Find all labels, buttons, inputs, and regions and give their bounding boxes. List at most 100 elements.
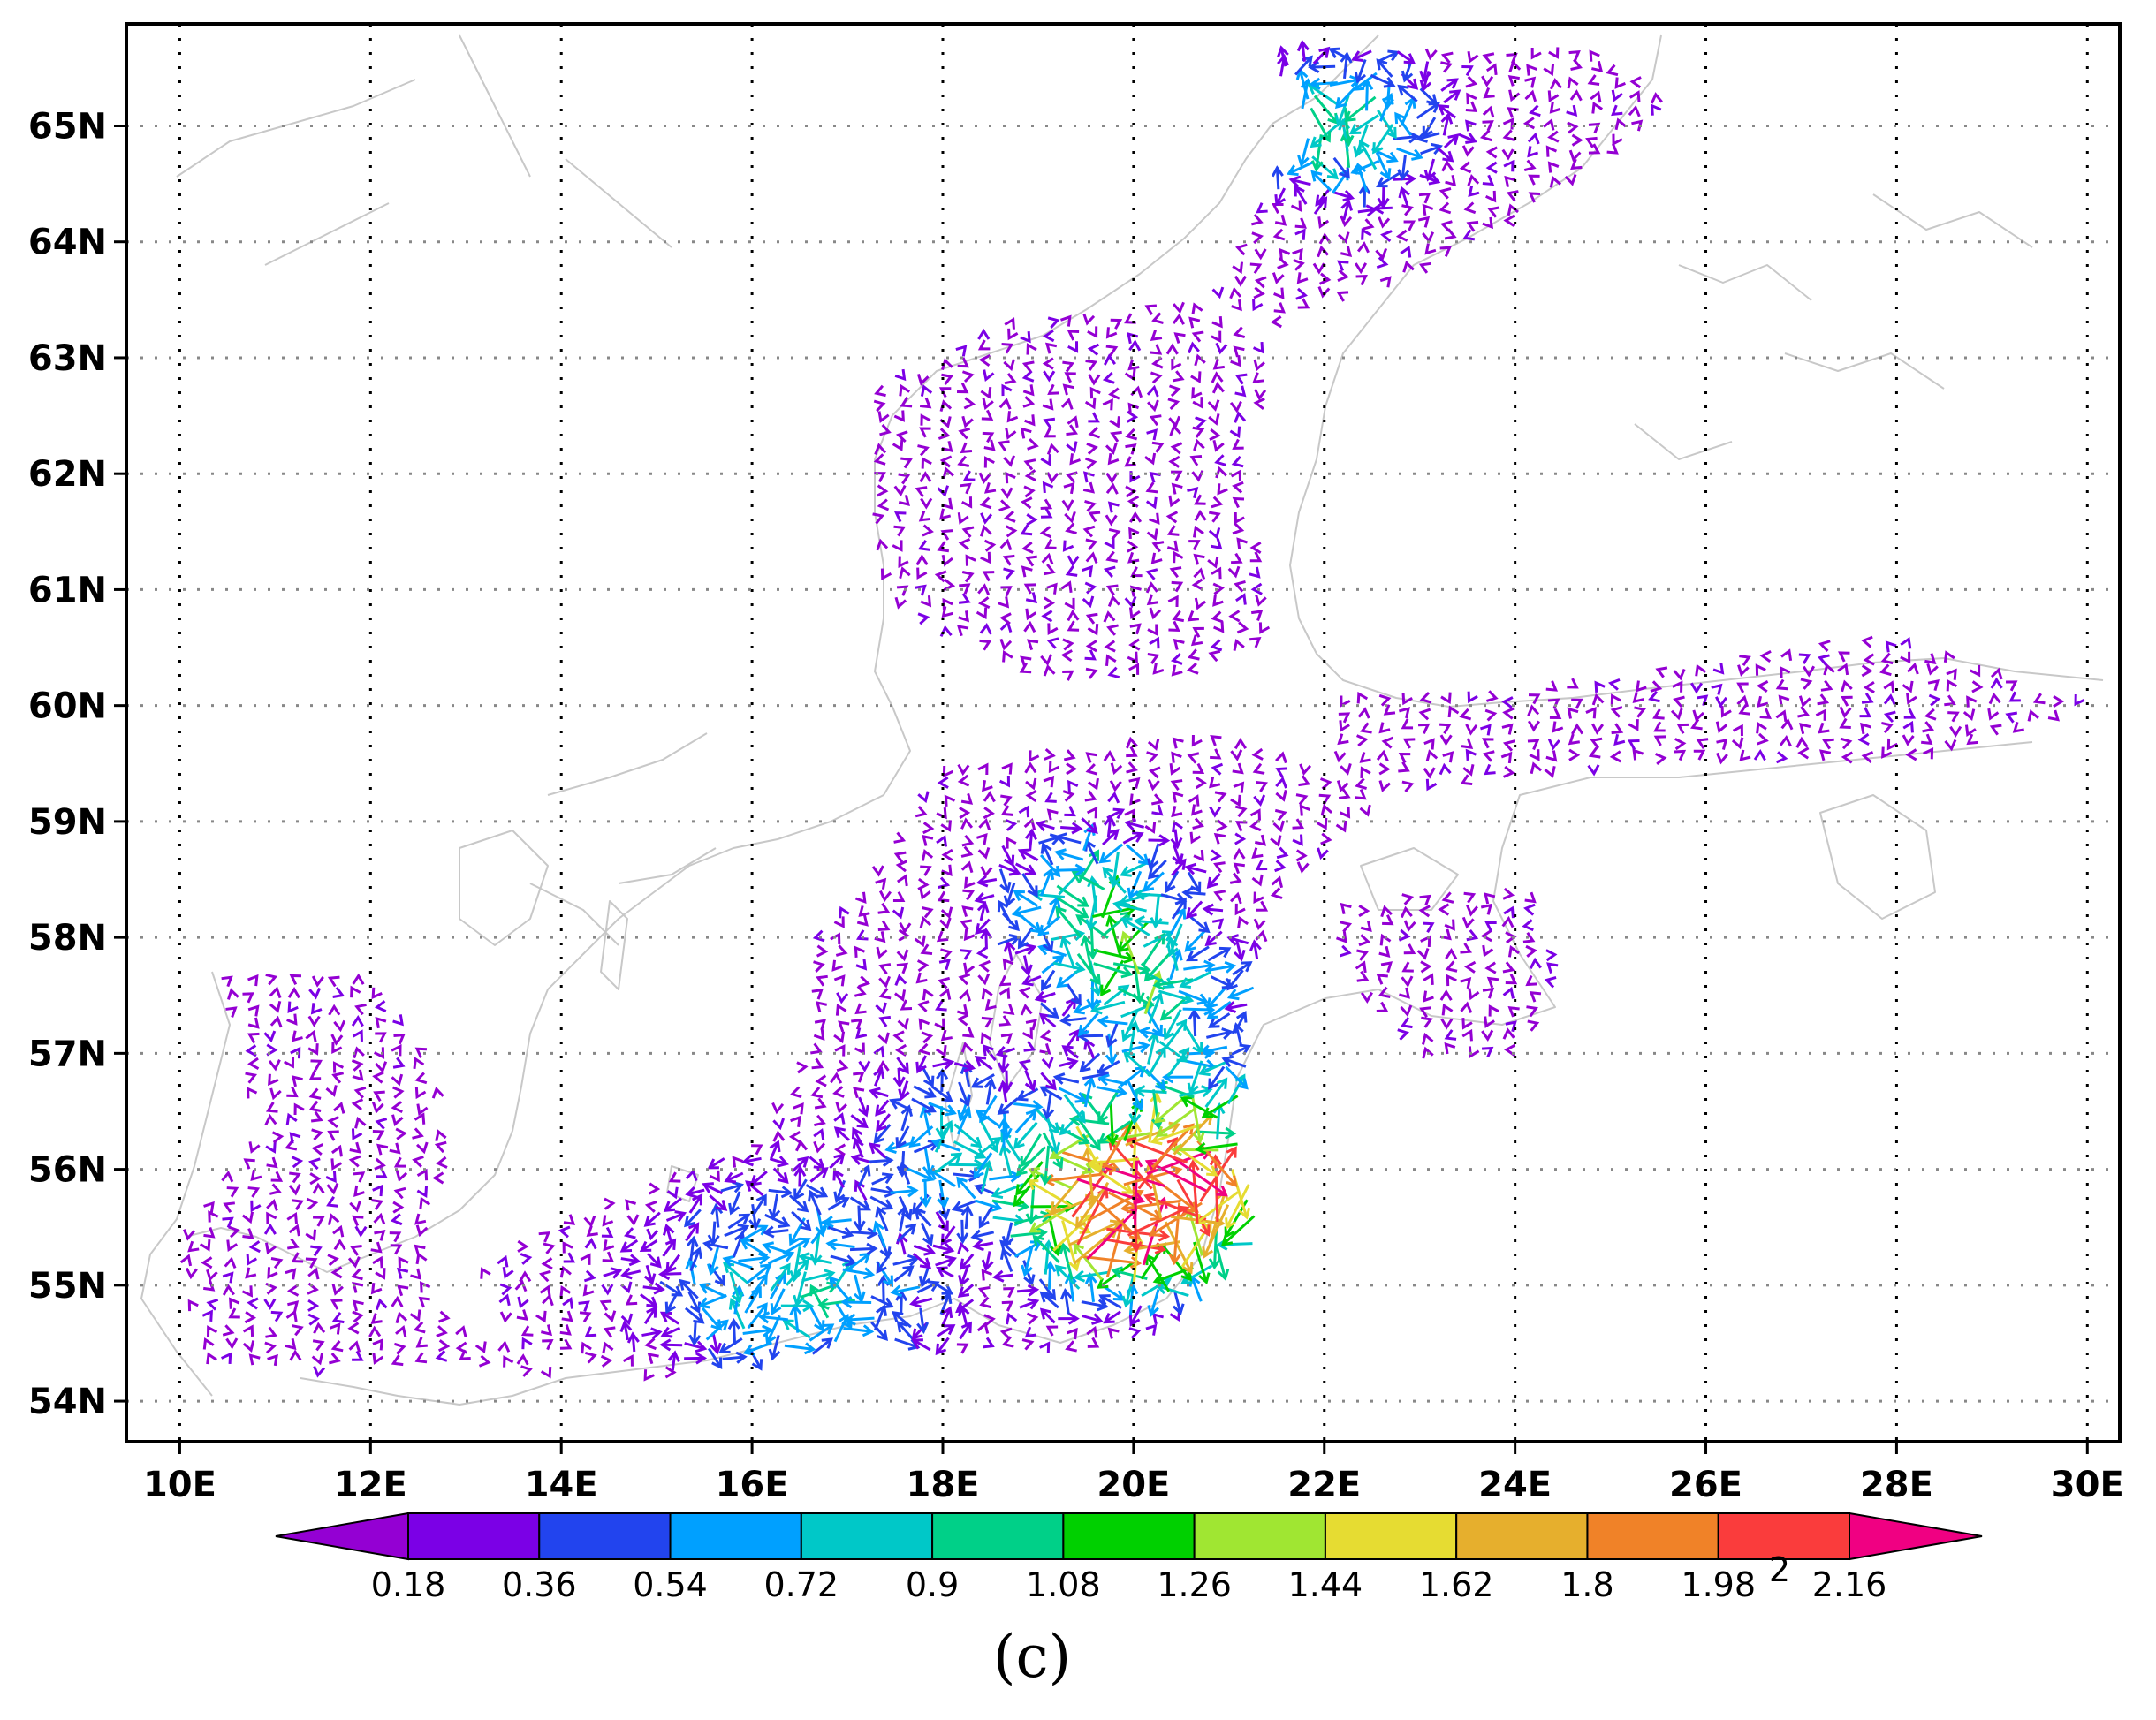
current-vector	[707, 1347, 723, 1369]
current-vector	[1170, 653, 1183, 665]
current-vector	[1757, 732, 1769, 746]
current-vector	[1360, 722, 1372, 734]
current-vector	[333, 1019, 346, 1033]
current-vector	[1569, 89, 1583, 102]
current-vector	[1380, 961, 1393, 974]
current-vector	[872, 1220, 887, 1248]
current-vector	[1234, 411, 1247, 423]
current-vector	[738, 1252, 771, 1265]
current-vector	[727, 1213, 751, 1230]
current-vector	[245, 1072, 258, 1084]
current-vector	[1211, 538, 1223, 550]
current-vector	[1423, 738, 1435, 750]
current-vector	[913, 1085, 937, 1099]
current-vector	[1023, 485, 1036, 498]
current-vector	[352, 1069, 364, 1081]
current-vector	[1128, 339, 1142, 352]
current-vector	[1046, 637, 1059, 649]
current-vector	[1194, 494, 1206, 505]
current-vector	[1020, 427, 1032, 439]
current-vector	[1482, 944, 1494, 958]
current-vector	[1145, 1323, 1158, 1336]
current-vector	[1147, 778, 1160, 792]
current-vector	[1507, 944, 1520, 958]
current-vector	[393, 1186, 406, 1200]
current-vector	[768, 1193, 781, 1221]
current-vector	[1054, 863, 1087, 876]
current-vector	[938, 876, 951, 890]
current-vector	[1252, 299, 1264, 312]
current-vector	[1419, 61, 1431, 83]
current-vector	[1021, 360, 1035, 373]
current-vector	[1902, 720, 1914, 733]
current-vector	[1337, 269, 1349, 282]
current-vector	[1375, 152, 1392, 180]
current-vector	[953, 1060, 976, 1072]
current-vector	[1149, 636, 1160, 649]
current-vector	[1293, 258, 1305, 271]
current-vector	[900, 457, 913, 469]
current-vector	[958, 427, 971, 440]
current-vector	[813, 1140, 826, 1154]
current-vector	[416, 1168, 429, 1181]
current-vector	[858, 1163, 871, 1187]
current-vector	[1253, 397, 1265, 410]
current-vector	[833, 1126, 850, 1141]
current-vector	[1250, 582, 1263, 595]
current-vector	[1018, 1059, 1031, 1072]
current-vector	[1169, 424, 1182, 436]
current-vector	[1129, 793, 1141, 806]
current-vector	[1253, 359, 1265, 372]
current-vector	[1466, 220, 1479, 232]
current-vector	[970, 1229, 995, 1242]
current-vector	[1253, 794, 1266, 807]
current-vector	[372, 1353, 384, 1365]
colorbar-label: 0.9	[906, 1565, 959, 1604]
current-vector	[1167, 398, 1180, 410]
current-vector	[1006, 837, 1017, 849]
current-vector	[1081, 817, 1098, 834]
current-vector	[1124, 818, 1145, 831]
current-vector	[872, 512, 885, 525]
current-vector	[1208, 413, 1220, 426]
current-vector	[1086, 442, 1098, 455]
current-vector	[1439, 989, 1453, 1001]
current-vector	[1146, 384, 1159, 398]
current-vector	[957, 512, 969, 525]
current-vector	[373, 1047, 385, 1059]
current-vector	[895, 860, 908, 873]
current-vector	[1087, 326, 1098, 338]
current-vector	[1275, 767, 1288, 778]
current-vector	[1344, 95, 1377, 123]
current-vector	[1021, 1338, 1035, 1351]
current-vector	[307, 1299, 320, 1312]
current-vector	[517, 1239, 529, 1253]
current-vector	[310, 1245, 323, 1257]
current-vector	[1168, 415, 1181, 428]
current-vector	[372, 1071, 384, 1084]
current-vector	[1082, 313, 1096, 326]
current-vector	[722, 1254, 753, 1269]
current-vector	[415, 1141, 429, 1155]
current-vector	[1548, 47, 1560, 59]
current-vector	[873, 1124, 892, 1144]
current-vector	[1780, 648, 1793, 662]
current-vector	[1052, 961, 1086, 974]
current-vector	[1047, 383, 1059, 395]
current-vector	[1547, 90, 1560, 102]
current-vector	[833, 916, 845, 928]
current-vector	[371, 987, 383, 1000]
current-vector	[1360, 991, 1373, 1004]
current-vector	[1234, 275, 1247, 287]
current-vector	[1482, 105, 1495, 118]
current-vector	[1034, 1107, 1060, 1134]
current-vector	[1396, 50, 1416, 64]
current-vector	[351, 1015, 364, 1027]
current-vector	[1039, 526, 1052, 539]
current-vector	[201, 1309, 213, 1322]
current-vector	[1378, 762, 1391, 776]
current-vector	[415, 1224, 429, 1238]
current-vector	[392, 1086, 405, 1099]
current-vector	[976, 607, 988, 620]
current-vector	[247, 974, 259, 987]
